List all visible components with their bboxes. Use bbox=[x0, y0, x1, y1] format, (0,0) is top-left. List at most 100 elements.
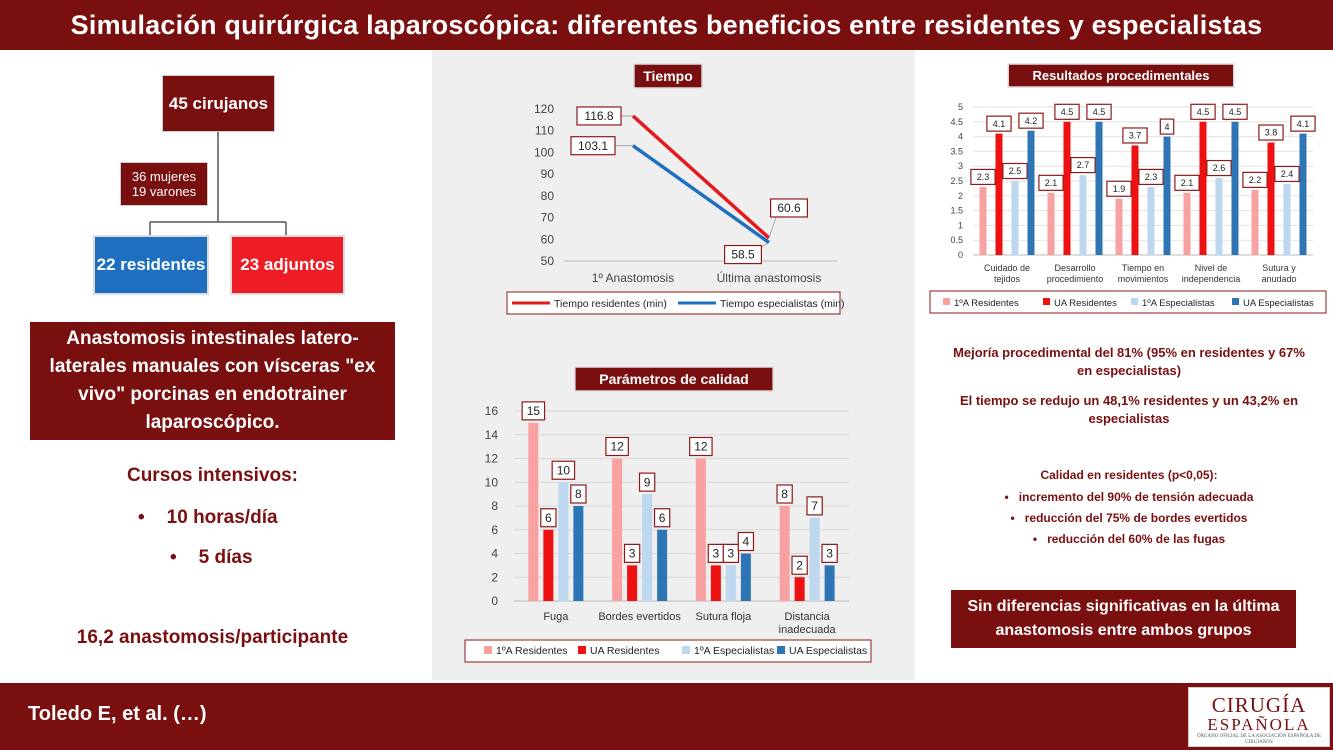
procedure-data-label: 2.4 bbox=[1281, 169, 1294, 179]
quality-legend-label: UA Especialistas bbox=[789, 645, 867, 657]
procedure-data-label-box bbox=[970, 168, 996, 186]
quality-bar bbox=[528, 422, 539, 601]
procedure-legend-label: 1ºA Residentes bbox=[954, 298, 1019, 309]
time-legend-box bbox=[506, 291, 841, 315]
procedure-ytick-label: 5 bbox=[958, 102, 963, 112]
quality-data-label: 4 bbox=[743, 535, 750, 549]
procedure-data-label-box bbox=[1054, 103, 1080, 120]
procedure-bar bbox=[1079, 175, 1087, 255]
procedure-data-label-box bbox=[1190, 103, 1216, 120]
procedure-data-label-box bbox=[1086, 103, 1112, 120]
gender-box: 36 mujeres 19 varones bbox=[120, 162, 208, 206]
description-box: Anastomosis intestinales latero-laterale… bbox=[30, 322, 395, 440]
procedure-bar bbox=[1283, 183, 1291, 255]
quality-bar bbox=[710, 565, 721, 601]
quality-ytick-label: 12 bbox=[485, 452, 499, 466]
procedure-bar bbox=[1163, 136, 1171, 255]
quality-data-label: 10 bbox=[557, 463, 571, 477]
procedure-data-label: 4.5 bbox=[1093, 107, 1106, 117]
quality-ytick-label: 14 bbox=[485, 428, 499, 442]
procedure-legend-swatch bbox=[1043, 298, 1050, 305]
quality-legend-label: 1ºA Especialistas bbox=[694, 645, 774, 657]
procedure-data-label-box bbox=[1290, 115, 1316, 132]
total-surgeons-box: 45 cirujanos bbox=[162, 75, 275, 132]
quality-legend-box bbox=[464, 639, 872, 663]
procedure-ytick-label: 4.5 bbox=[950, 117, 963, 127]
per-participant-text: 16,2 anastomosis/participante bbox=[76, 627, 349, 648]
procedure-bar bbox=[1063, 121, 1071, 255]
gender-women: 36 mujeres bbox=[131, 169, 197, 184]
procedure-bar bbox=[1027, 130, 1035, 255]
quality-xtick-label: Fuga bbox=[543, 611, 569, 623]
time-series-line bbox=[631, 144, 771, 244]
quality-item-tension: • incremento del 90% de tensión adecuada bbox=[1004, 490, 1254, 504]
time-data-label-box bbox=[724, 244, 763, 265]
procedure-data-label: 3.7 bbox=[1129, 131, 1142, 141]
procedure-bar bbox=[979, 186, 987, 255]
procedure-xtick-label: Nivel de independencia bbox=[1182, 263, 1241, 284]
procedure-bar bbox=[1183, 192, 1191, 255]
quality-data-label: 12 bbox=[610, 440, 624, 454]
quality-ytick-label: 8 bbox=[491, 499, 498, 513]
procedure-ytick-label: 4 bbox=[958, 132, 963, 142]
quality-data-label: 8 bbox=[575, 487, 582, 501]
time-ytick-label: 90 bbox=[541, 167, 555, 181]
procedure-data-label: 2.1 bbox=[1045, 178, 1058, 188]
time-ytick-label: 70 bbox=[541, 211, 555, 225]
quality-data-label: 3 bbox=[713, 547, 720, 561]
quality-data-label: 12 bbox=[694, 440, 708, 454]
quality-data-label: 6 bbox=[659, 511, 666, 525]
procedure-legend-box bbox=[929, 290, 1327, 314]
quality-bar bbox=[612, 458, 623, 601]
procedure-data-label-box bbox=[1159, 118, 1175, 135]
quality-data-label: 6 bbox=[545, 511, 552, 525]
residents-label: 22 residentes bbox=[96, 255, 206, 274]
journal-logo: CIRUGÍA ESPAÑOLA ÓRGANO OFICIAL DE LA AS… bbox=[1188, 687, 1330, 747]
procedure-legend-label: UA Especialistas bbox=[1243, 298, 1314, 309]
procedure-data-label: 2.3 bbox=[1145, 172, 1158, 182]
authors-citation: Toledo E, et al. (…) bbox=[28, 703, 207, 725]
procedure-data-label: 3.8 bbox=[1265, 128, 1278, 138]
time-ytick-label: 80 bbox=[541, 189, 555, 203]
quality-bar bbox=[695, 458, 706, 601]
procedure-bar bbox=[1147, 186, 1155, 255]
procedure-chart-title-bg bbox=[1007, 63, 1235, 88]
procedure-bar bbox=[1131, 145, 1139, 255]
procedure-data-label: 2.3 bbox=[977, 172, 990, 182]
attendings-label: 23 adjuntos bbox=[240, 255, 335, 274]
procedure-ytick-label: 3 bbox=[958, 161, 963, 171]
quality-bar bbox=[543, 529, 554, 601]
quality-bar bbox=[794, 577, 805, 601]
procedure-data-label-box bbox=[1138, 168, 1164, 186]
time-chart: Tiempo 50 60 70 80 90 100 110 120 1º Anastomosis Ú… bbox=[506, 63, 844, 315]
quality-bar bbox=[779, 506, 790, 601]
time-legend-label: Tiempo especialistas (min) bbox=[720, 298, 844, 310]
quality-bar bbox=[573, 506, 584, 601]
quality-data-label-box bbox=[791, 555, 808, 575]
total-surgeons-label: 45 cirujanos bbox=[168, 93, 269, 113]
quality-data-label: 8 bbox=[781, 487, 788, 501]
course-item-days: • 5 días bbox=[170, 547, 253, 568]
procedure-ytick-label: 3.5 bbox=[950, 146, 963, 156]
quality-legend-swatch bbox=[484, 646, 492, 654]
procedure-data-label: 4.2 bbox=[1025, 116, 1038, 126]
attendings-box: 23 adjuntos bbox=[230, 235, 345, 295]
quality-chart-title: Parámetros de calidad bbox=[599, 371, 748, 387]
procedure-bar bbox=[1267, 142, 1275, 255]
procedure-data-label: 4 bbox=[1164, 122, 1169, 132]
procedure-data-label: 4.5 bbox=[1061, 107, 1074, 117]
procedure-legend-swatch bbox=[1131, 298, 1138, 305]
procedure-data-label: 1.9 bbox=[1113, 184, 1126, 194]
quality-data-label-box bbox=[540, 508, 557, 528]
footer-banner: Toledo E, et al. (…) CIRUGÍA ESPAÑOLA ÓR… bbox=[0, 683, 1333, 750]
quality-bar bbox=[809, 517, 820, 601]
quality-data-label-box bbox=[623, 543, 641, 563]
procedure-bar bbox=[1251, 189, 1259, 255]
quality-legend-label: 1ºA Residentes bbox=[496, 645, 568, 657]
finding-time: El tiempo se redujo un 48,1% residentes … bbox=[959, 393, 1299, 426]
course-item-hours: • 10 horas/día bbox=[138, 507, 278, 528]
time-xtick-label: 1º Anastomosis bbox=[592, 271, 674, 285]
time-data-label-box bbox=[570, 136, 616, 156]
page-title: Simulación quirúrgica laparoscópica: dif… bbox=[70, 9, 1263, 40]
quality-bar bbox=[642, 494, 653, 601]
